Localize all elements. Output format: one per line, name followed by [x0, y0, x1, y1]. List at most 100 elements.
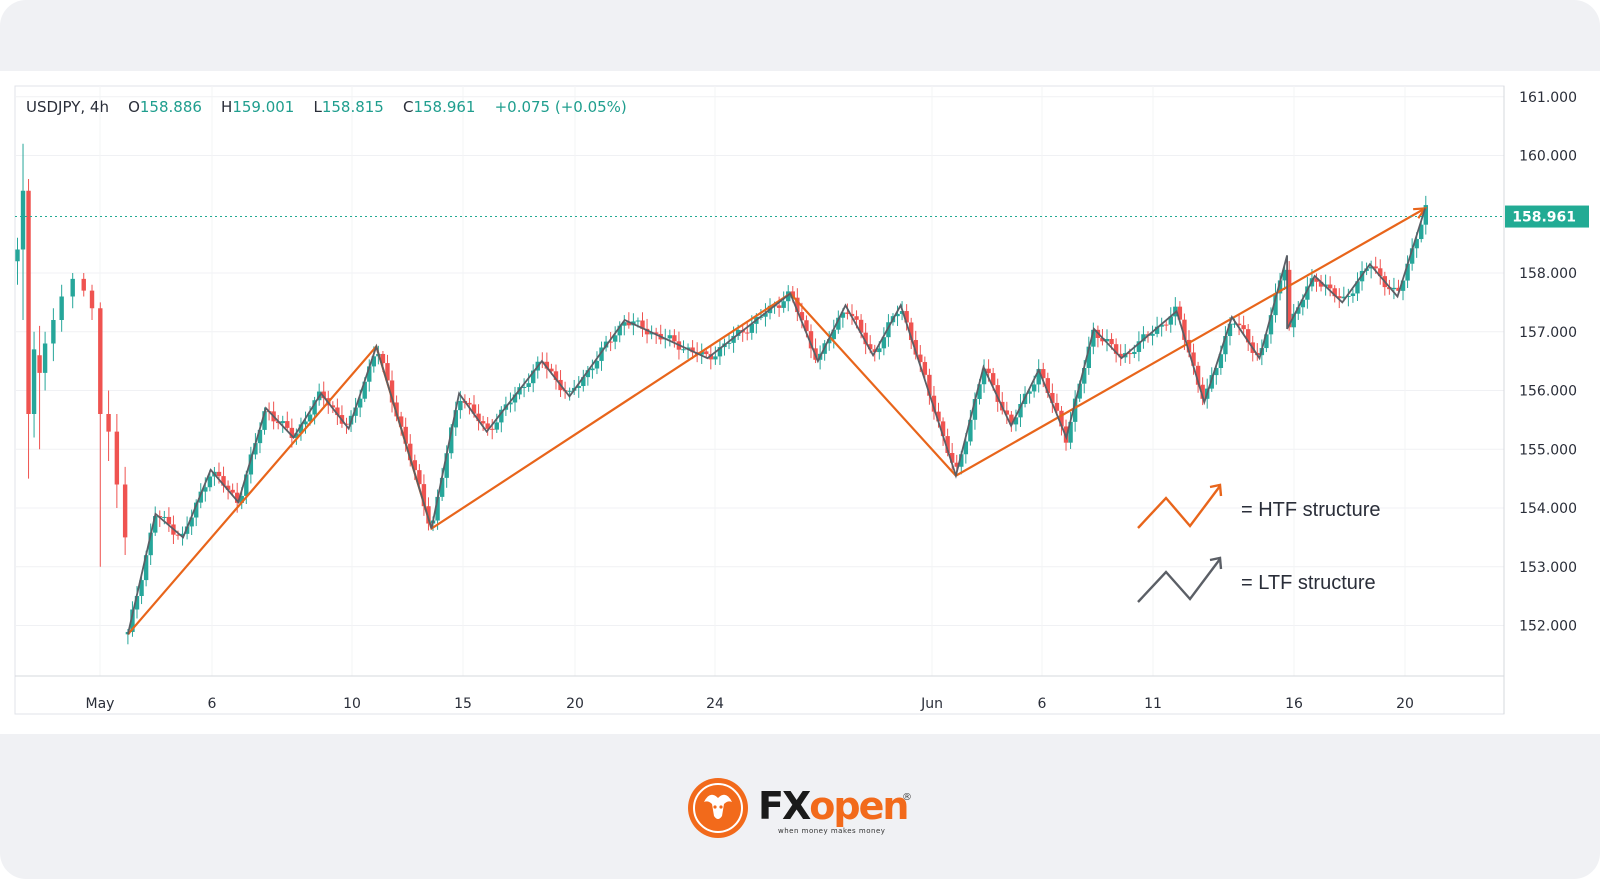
- y-tick-label: 152.000: [1519, 619, 1577, 635]
- candle-body: [549, 368, 554, 372]
- candle-body: [1141, 334, 1146, 342]
- candle-body: [367, 366, 372, 382]
- structure-legend: = HTF structure = LTF structure: [1137, 483, 1380, 603]
- candle-body: [790, 291, 795, 298]
- candle-body: [221, 476, 226, 486]
- candle-body: [106, 414, 111, 432]
- ltf-legend-label: = LTF structure: [1241, 572, 1376, 594]
- candle-body: [968, 419, 973, 442]
- candle-body: [239, 495, 244, 503]
- candle-body: [990, 373, 996, 386]
- candle-body: [130, 609, 135, 632]
- symbol-label[interactable]: USDJPY: [26, 98, 81, 116]
- candle-body: [1300, 299, 1306, 308]
- candle-body: [499, 409, 504, 423]
- interval-label[interactable]: 4h: [89, 98, 109, 116]
- candle-body: [230, 489, 235, 493]
- chart-panel[interactable]: 161.000 160.000 158.000 157.000 156.000 155.0…: [0, 71, 1600, 734]
- candles: [15, 143, 1428, 645]
- candle-body: [166, 516, 172, 525]
- candle-body: [1414, 239, 1419, 249]
- candle-body: [417, 470, 422, 485]
- candle-body: [51, 320, 56, 344]
- candle-body: [143, 555, 149, 581]
- candle-body: [1136, 341, 1142, 352]
- candle-body: [439, 477, 445, 497]
- candle-body: [1077, 383, 1082, 399]
- candle-body: [207, 476, 213, 488]
- candle-body: [895, 313, 900, 317]
- candle-body: [194, 502, 199, 518]
- candle-body: [617, 325, 622, 336]
- candle-body: [435, 496, 440, 521]
- ltf-path: [127, 208, 1426, 635]
- candle-body: [1232, 323, 1237, 325]
- candle-body: [362, 381, 367, 399]
- candlestick-chart[interactable]: 161.000 160.000 158.000 157.000 156.000 155.0…: [0, 71, 1600, 734]
- candle-body: [1009, 414, 1014, 425]
- candle-body: [344, 423, 349, 425]
- candle-body: [963, 441, 969, 455]
- candle-body: [1104, 338, 1110, 342]
- x-tick-label: 6: [208, 696, 217, 712]
- candle-body: [927, 374, 932, 396]
- candle-body: [863, 332, 868, 345]
- candle-body: [1332, 288, 1337, 297]
- candle-body: [640, 320, 645, 329]
- candle-body: [234, 492, 240, 503]
- open-label: O: [128, 98, 140, 116]
- candle-body: [1118, 353, 1123, 358]
- candle-body: [690, 347, 695, 353]
- candle-body: [622, 322, 627, 326]
- fxopen-bull-logo-icon: [688, 778, 748, 838]
- ltf-legend-glyph: [1137, 558, 1221, 603]
- close-label: C: [402, 98, 414, 116]
- open-value: 158.886: [139, 98, 202, 116]
- candle-body: [134, 596, 140, 610]
- candle-body: [330, 405, 336, 408]
- candle-body: [1241, 325, 1246, 330]
- candle-body: [289, 427, 295, 438]
- candle-body: [403, 426, 408, 444]
- candle-body: [244, 474, 249, 496]
- candle-body: [122, 484, 128, 538]
- candle-body: [1218, 354, 1224, 368]
- candle-body: [280, 421, 285, 424]
- candle-body: [1027, 391, 1032, 394]
- candle-body: [1100, 337, 1105, 342]
- candle-body: [626, 322, 632, 326]
- candle-body: [175, 534, 181, 536]
- candle-body: [15, 249, 20, 262]
- candle-body: [1159, 324, 1164, 327]
- candle-body: [70, 278, 75, 297]
- candle-body: [1327, 284, 1333, 289]
- candle-body: [512, 394, 518, 403]
- candle-body: [849, 313, 855, 317]
- candle-body: [449, 427, 454, 454]
- candle-body: [1296, 307, 1301, 314]
- candle-body: [808, 331, 814, 349]
- candle-body: [480, 421, 486, 424]
- candle-body: [1355, 281, 1360, 294]
- candle-body: [371, 356, 377, 367]
- candle-body: [749, 323, 754, 333]
- candle-body: [353, 407, 358, 416]
- candle-body: [335, 407, 340, 416]
- candle-body: [576, 386, 581, 388]
- candle-body: [184, 526, 190, 534]
- candle-body: [1154, 326, 1160, 334]
- candle-body: [840, 312, 846, 318]
- candle-body: [26, 190, 31, 414]
- candle-body: [303, 421, 308, 425]
- candle-body: [1314, 278, 1319, 282]
- x-tick-label: 24: [706, 696, 724, 712]
- candle-body: [476, 413, 481, 422]
- x-tick-label: 15: [454, 696, 472, 712]
- candle-body: [1041, 369, 1046, 379]
- candle-body: [1277, 280, 1283, 294]
- candle-body: [180, 533, 185, 536]
- htf-legend-label: = HTF structure: [1241, 499, 1380, 521]
- brand-open: open: [809, 784, 909, 828]
- candle-body: [949, 453, 955, 463]
- candle-body: [726, 342, 732, 344]
